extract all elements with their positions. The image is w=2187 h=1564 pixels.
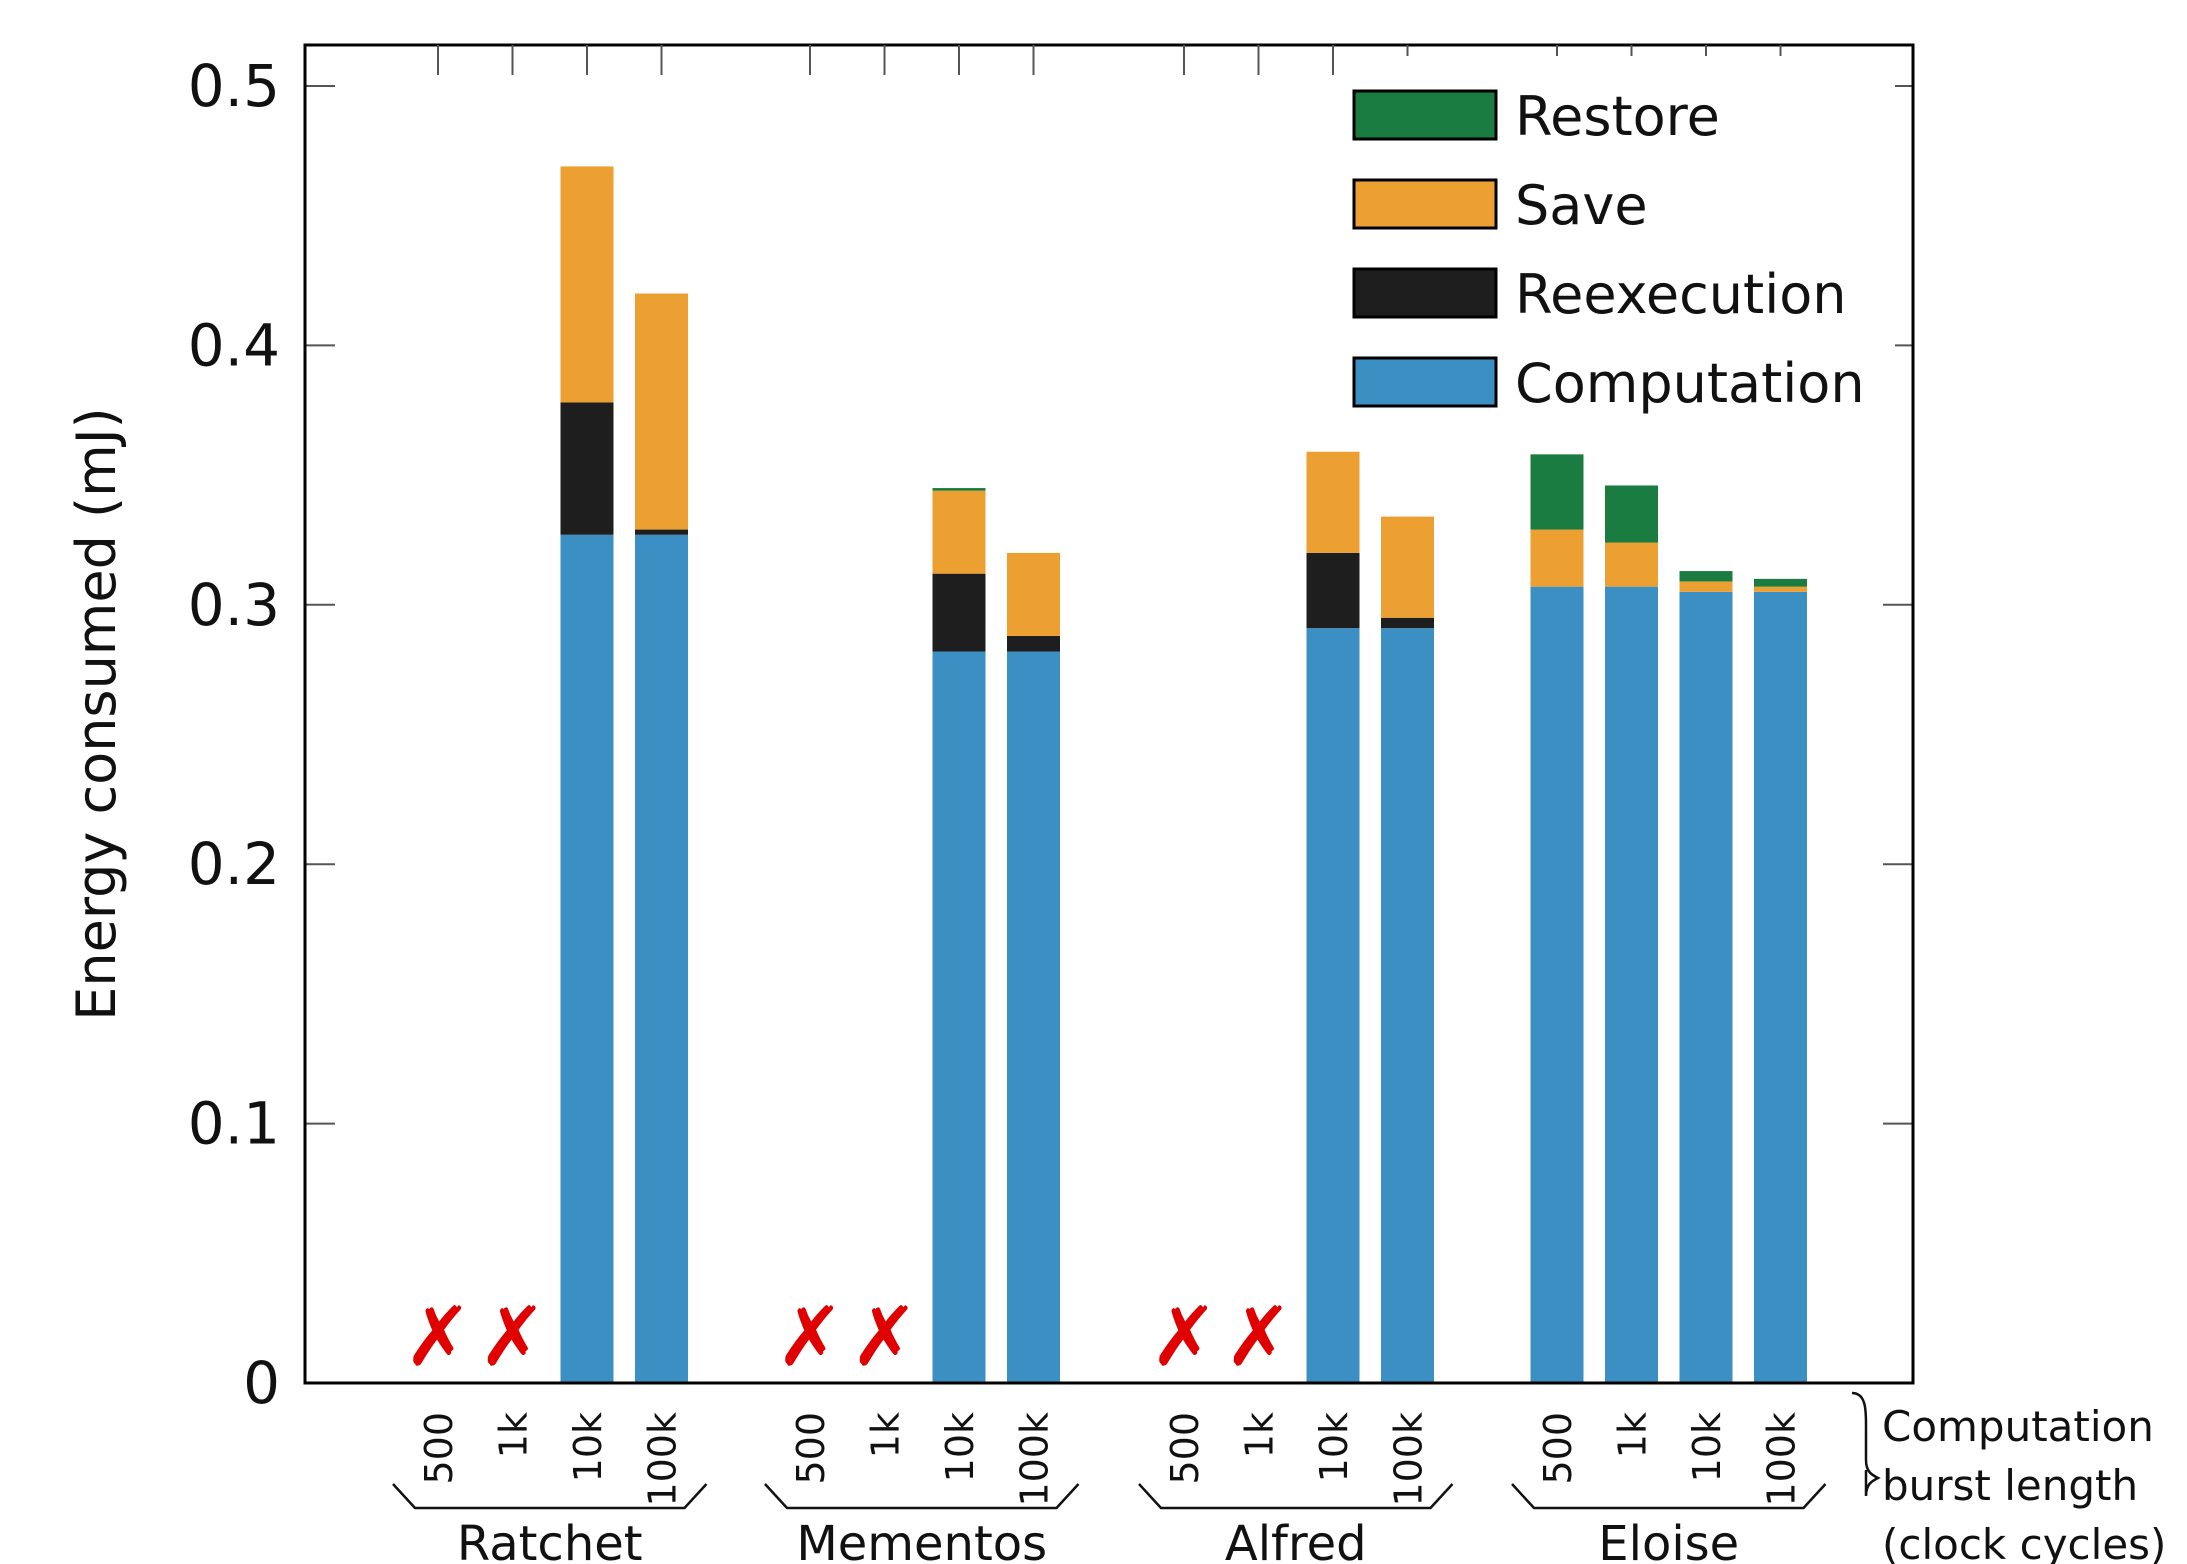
bar-segment-reexecution [1381,617,1434,629]
group-brace [764,1483,1080,1510]
x-tick-label: 10k [1312,1412,1356,1482]
bar-segment-computation [1306,628,1360,1383]
bar-segment-restore [1754,578,1807,587]
legend-label: Computation [1515,352,1865,415]
x-tick-label: 1k [1611,1412,1655,1458]
y-tick-label: 0.3 [188,571,280,639]
bar-segment-save [1381,516,1434,618]
x-axis: 500 1k 10k 100k Ratchet 500 1k 10k 100k Mementos 5… [392,45,1827,1564]
legend-label: Reexecution [1515,263,1846,326]
bar-area: ✗ ✗ ✗ ✗ ✗ ✗ [404,166,1807,1385]
failed-run-marker: ✗ [850,1290,919,1385]
x-tick-label: 100k [641,1412,685,1507]
bar-segment-reexecution [560,402,614,535]
group-brace [1138,1483,1454,1510]
burst-length-note: Computation burst length (clock cycles) [1851,1391,2166,1564]
plot-frame [303,43,1915,1385]
burst-note-line: (clock cycles) [1882,1520,2166,1564]
bar-segment-save [1306,451,1360,553]
failed-run-marker: ✗ [1150,1290,1219,1385]
bar-segment-computation [1381,628,1434,1383]
bar-segment-computation [932,651,986,1383]
bar-segment-save [932,490,986,574]
bar-segment-save [635,293,688,530]
bar-segment-save [1605,542,1658,587]
bar-segment-reexecution [635,529,688,535]
bar-segment-save [560,166,614,403]
failed-run-marker: ✗ [776,1290,845,1385]
bar-segment-reexecution [932,573,986,652]
bar-segment-restore [1605,485,1658,543]
group-label: Mementos [796,1516,1047,1564]
x-tick-label: 100k [1387,1412,1431,1507]
y-tick-label: 0.2 [188,830,280,898]
bar-segment-computation [1754,591,1807,1383]
legend-swatch-reexecution [1352,267,1498,319]
x-tick-label: 10k [938,1412,982,1482]
x-tick-label: 500 [1163,1412,1207,1485]
legend-swatch-restore [1352,89,1498,141]
legend-swatch-computation [1352,356,1498,408]
burst-note-line: burst length [1882,1461,2138,1510]
x-tick-label: 1k [1238,1412,1282,1458]
bar-segment-save [1679,581,1733,592]
burst-note-line: Computation [1882,1402,2154,1451]
bar-segment-restore [1530,454,1584,530]
legend-label: Restore [1515,85,1720,148]
legend-label: Save [1515,174,1648,237]
group-brace [392,1483,708,1510]
y-axis: 0 0.1 0.2 0.3 0.4 0.5 [188,52,1913,1417]
y-tick-label: 0 [243,1349,280,1417]
bar-segment-computation [635,534,688,1383]
bar-segment-restore [932,488,986,491]
legend-swatch-save [1352,178,1498,230]
x-tick-label: 100k [1013,1412,1057,1507]
group-label: Eloise [1598,1516,1739,1564]
note-brace [1851,1391,1881,1497]
bar-segment-computation [1679,591,1733,1383]
group-label: Ratchet [457,1516,643,1564]
failed-run-marker: ✗ [404,1290,473,1385]
bar-segment-computation [560,534,614,1383]
failed-run-marker: ✗ [478,1290,547,1385]
y-axis-label: Energy consumed (mJ) [65,407,128,1020]
bar-segment-computation [1530,586,1584,1383]
bar-segment-save [1007,552,1060,636]
x-tick-label: 1k [492,1412,536,1458]
x-tick-label: 1k [864,1412,908,1458]
bar-segment-reexecution [1007,635,1060,652]
bar-segment-save [1754,586,1807,592]
y-tick-label: 0.5 [188,52,280,120]
bar-segment-computation [1605,586,1658,1383]
x-tick-label: 100k [1760,1412,1804,1507]
x-tick-label: 500 [417,1412,461,1485]
bar-segment-computation [1007,651,1060,1383]
bar-segment-reexecution [1306,552,1360,629]
bar-segment-save [1530,529,1584,587]
x-tick-label: 500 [1536,1412,1580,1485]
y-tick-label: 0.1 [188,1090,280,1158]
failed-run-marker: ✗ [1224,1290,1293,1385]
legend: Restore Save Reexecution Computation [1335,56,1895,426]
group-brace [1511,1483,1827,1510]
x-tick-label: 10k [566,1412,610,1482]
group-label: Alfred [1225,1516,1367,1564]
x-tick-label: 10k [1685,1412,1729,1482]
y-tick-label: 0.4 [188,311,280,379]
bar-segment-restore [1679,571,1733,582]
x-tick-label: 500 [789,1412,833,1485]
